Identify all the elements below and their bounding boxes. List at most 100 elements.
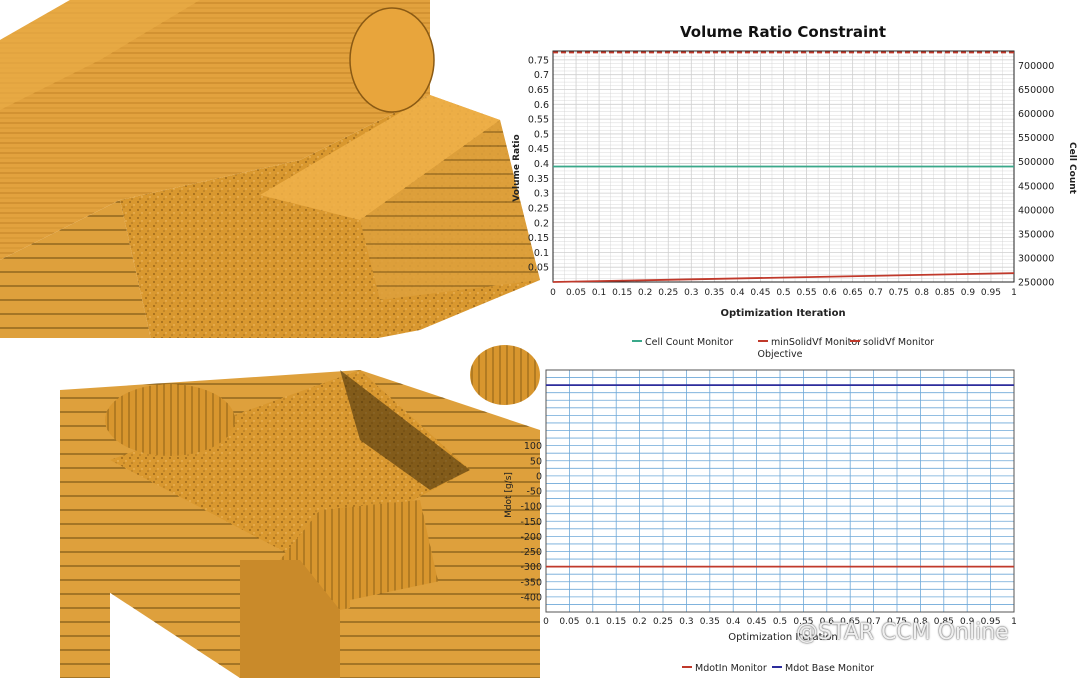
chart1-y-ticks: 0.05 0.1 0.15 0.2 0.25 0.3 0.35 0.4 0.45 0.5 0.55 0… <box>528 55 549 273</box>
chart1-x-tick-label: 0.65 <box>843 288 863 298</box>
chart1-x-tick-label: 0.75 <box>889 288 909 298</box>
chart1-x-tick-label: 0.2 <box>638 288 652 298</box>
chart2-y-tick-label: -300 <box>520 562 542 573</box>
chart1-x-tick-label: 0.4 <box>730 288 745 298</box>
chart1-title: Volume Ratio Constraint <box>680 23 886 41</box>
chart1-y-tick-label: 0.15 <box>528 233 549 244</box>
chart1-y2-tick-label: 550000 <box>1018 133 1054 144</box>
chart1-x-tick-label: 0.6 <box>822 288 837 298</box>
chart1-series-line <box>552 272 1015 283</box>
chart1-x-tick-label: 0.5 <box>776 288 790 298</box>
chart2-x-tick-label: 0.95 <box>981 617 1001 627</box>
geometry-render-bottom <box>0 338 540 678</box>
chart2-x-tick-label: 1 <box>1011 617 1017 627</box>
chart2-x-tick-label: 0.3 <box>679 617 693 627</box>
chart1-y-tick-label: 0.65 <box>528 85 549 96</box>
chart2-x-tick-label: 0.5 <box>773 617 787 627</box>
chart2-y-tick-label: -50 <box>526 487 542 498</box>
chart2-y-tick-label: 50 <box>530 456 542 467</box>
chart1-x-tick-label: 0.25 <box>658 288 678 298</box>
chart2-x-tick-label: 0.4 <box>726 617 741 627</box>
chart2-x-ticks: 0 0.05 0.1 0.15 0.2 0.25 0.3 0.35 0.4 0.45 0.5 0.55… <box>543 617 1017 627</box>
chart1-y2-tick-label: 500000 <box>1018 157 1054 168</box>
chart1-y2-tick-label: 700000 <box>1018 61 1054 72</box>
chart1-y-tick-label: 0.6 <box>534 100 549 111</box>
volume-ratio-chart: Volume Ratio Constraint 0 0.05 0.1 0.15 0.2 0… <box>512 23 1077 360</box>
chart1-legend-subtitle: Objective <box>757 349 802 360</box>
chart1-xlabel: Optimization Iteration <box>720 308 845 319</box>
chart1-x-tick-label: 0.3 <box>684 288 698 298</box>
chart1-y-tick-label: 0.45 <box>528 144 549 155</box>
chart1-x-tick-label: 0.85 <box>935 288 955 298</box>
chart2-y-tick-label: -400 <box>520 592 542 603</box>
chart1-x-tick-label: 0.9 <box>961 288 976 298</box>
chart1-y-tick-label: 0.25 <box>528 203 549 214</box>
chart2-x-tick-label: 0.65 <box>840 617 860 627</box>
chart1-ylabel: Volume Ratio <box>512 134 522 201</box>
chart2-x-tick-label: 0.35 <box>700 617 720 627</box>
chart2-y-tick-label: -350 <box>520 577 542 588</box>
chart1-y2label: Cell Count <box>1067 142 1077 195</box>
chart2-y-tick-label: -150 <box>520 517 542 528</box>
chart2-y-tick-label: 0 <box>536 471 542 482</box>
chart1-y-tick-label: 0.5 <box>534 129 549 140</box>
chart2-x-tick-label: 0.1 <box>586 617 600 627</box>
chart1-legend-label: solidVf Monitor <box>863 337 934 348</box>
chart1-x-tick-label: 0.05 <box>566 288 586 298</box>
chart2-plot-frame <box>545 369 1015 613</box>
chart1-y2-tick-label: 350000 <box>1018 229 1054 240</box>
chart1-y2-tick-label: 450000 <box>1018 181 1054 192</box>
chart1-grid <box>552 51 1015 283</box>
chart2-x-tick-label: 0.7 <box>866 617 880 627</box>
geometry-render-top <box>0 0 540 410</box>
chart2-y-tick-label: -250 <box>520 547 542 558</box>
chart1-legend-label: Cell Count Monitor <box>645 337 733 348</box>
chart1-series-layer <box>552 51 1015 283</box>
chart2-x-tick-label: 0.85 <box>934 617 954 627</box>
chart2-y-tick-label: -200 <box>520 532 542 543</box>
chart1-legend: Cell Count Monitor minSolidVf Monitor soli… <box>632 337 934 348</box>
chart1-x-tick-label: 0.95 <box>981 288 1001 298</box>
chart1-y2-ticks: 250000 300000 350000 400000 450000 500000 5500… <box>1018 61 1054 289</box>
chart2-y-tick-label: 100 <box>524 441 542 452</box>
chart2-x-tick-label: 0.9 <box>960 617 975 627</box>
chart1-x-tick-label: 0.7 <box>869 288 883 298</box>
chart2-legend: MdotIn Monitor Mdot Base Monitor <box>682 663 874 674</box>
chart2-series-layer <box>546 384 1014 568</box>
chart2-x-tick-label: 0.6 <box>820 617 835 627</box>
chart2-legend-label: MdotIn Monitor <box>695 663 767 674</box>
chart2-x-tick-label: 0.15 <box>606 617 626 627</box>
chart1-y-tick-label: 0.1 <box>534 248 549 259</box>
chart2-y-ticks: -400 -350 -300 -250 -200 -150 -100 -50 0 50 100 <box>520 441 542 603</box>
chart1-y-tick-label: 0.05 <box>528 263 549 274</box>
chart2-x-tick-label: 0.75 <box>887 617 907 627</box>
chart2-x-tick-label: 0.55 <box>793 617 813 627</box>
chart1-y-tick-label: 0.7 <box>534 70 549 81</box>
chart2-xlabel: Optimization Iteration <box>728 632 838 643</box>
chart1-y2-tick-label: 650000 <box>1018 85 1054 96</box>
chart1-y2-tick-label: 600000 <box>1018 109 1054 120</box>
chart2-x-tick-label: 0.45 <box>747 617 767 627</box>
chart2-x-tick-label: 0.05 <box>559 617 579 627</box>
chart1-y2-tick-label: 400000 <box>1018 205 1054 216</box>
chart1-x-tick-label: 0.55 <box>797 288 817 298</box>
chart1-y-tick-label: 0.3 <box>534 189 549 200</box>
mdot-chart: 0 0.05 0.1 0.15 0.2 0.25 0.3 0.35 0.4 0.45 0.5 0.55… <box>504 369 1017 674</box>
chart1-y-tick-label: 0.55 <box>528 115 549 126</box>
chart1-x-tick-label: 0.45 <box>750 288 770 298</box>
chart1-x-tick-label: 0.1 <box>592 288 606 298</box>
watermark-text: @STAR CCM Online <box>796 620 1009 645</box>
chart2-x-tick-label: 0.8 <box>913 617 928 627</box>
chart2-x-tick-label: 0 <box>543 617 549 627</box>
chart2-y-tick-label: -100 <box>520 502 542 513</box>
chart2-ylabel: Mdot [g/s] <box>504 472 514 518</box>
chart2-x-tick-label: 0.25 <box>653 617 673 627</box>
chart1-x-tick-label: 0.35 <box>704 288 724 298</box>
chart1-y-tick-label: 0.4 <box>534 159 549 170</box>
chart1-y2-tick-label: 300000 <box>1018 253 1054 264</box>
chart1-x-tick-label: 0 <box>550 288 556 298</box>
chart1-y2-tick-label: 250000 <box>1018 278 1054 289</box>
chart2-grid <box>545 369 1015 613</box>
chart1-x-tick-label: 0.15 <box>612 288 632 298</box>
